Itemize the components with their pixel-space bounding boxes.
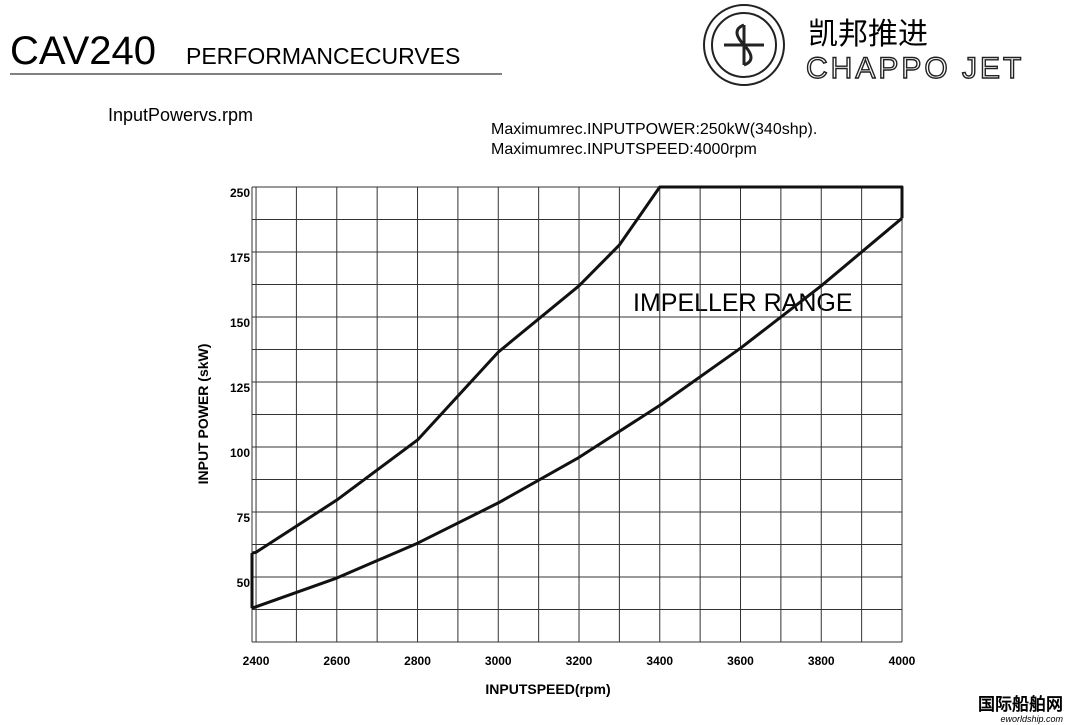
brand-cn: 凯邦推进 bbox=[808, 18, 928, 51]
watermark: eworldship.com bbox=[1000, 714, 1063, 724]
x-tick-label: 4000 bbox=[889, 654, 916, 668]
y-tick-label: 250 bbox=[230, 186, 250, 200]
annotation: IMPELLER RANGE bbox=[633, 289, 853, 317]
y-tick-label: 50 bbox=[237, 576, 251, 590]
x-tick-label: 3000 bbox=[485, 654, 512, 668]
chart-title-suffix: PERFORMANCECURVES bbox=[186, 43, 460, 69]
x-tick-label: 2600 bbox=[323, 654, 350, 668]
y-tick-label: 100 bbox=[230, 446, 250, 460]
y-tick-label: 150 bbox=[230, 316, 250, 330]
chart-title: CAV240 bbox=[10, 29, 156, 73]
curve bbox=[251, 217, 903, 610]
x-tick-label: 3600 bbox=[727, 654, 754, 668]
note: Maximumrec.INPUTPOWER:250kW(340shp). bbox=[491, 121, 817, 138]
note: Maximumrec.INPUTSPEED:4000rpm bbox=[491, 141, 757, 158]
x-tick-label: 2800 bbox=[404, 654, 431, 668]
x-tick-label: 2400 bbox=[243, 654, 270, 668]
curve bbox=[251, 185, 904, 555]
watermark: 国际船舶网 bbox=[978, 694, 1063, 714]
y-tick-label: 175 bbox=[230, 251, 250, 265]
x-axis-label: INPUTSPEED(rpm) bbox=[485, 681, 610, 697]
x-tick-label: 3200 bbox=[566, 654, 593, 668]
logo bbox=[703, 4, 785, 86]
x-tick-label: 3800 bbox=[808, 654, 835, 668]
y-axis-label: INPUT POWER (skW) bbox=[195, 344, 211, 485]
y-tick-label: 125 bbox=[230, 381, 250, 395]
subtitle: InputPowervs.rpm bbox=[108, 105, 253, 125]
x-tick-label: 3400 bbox=[646, 654, 673, 668]
brand-en: CHAPPO JET bbox=[806, 52, 1024, 85]
y-tick-label: 75 bbox=[237, 511, 251, 525]
